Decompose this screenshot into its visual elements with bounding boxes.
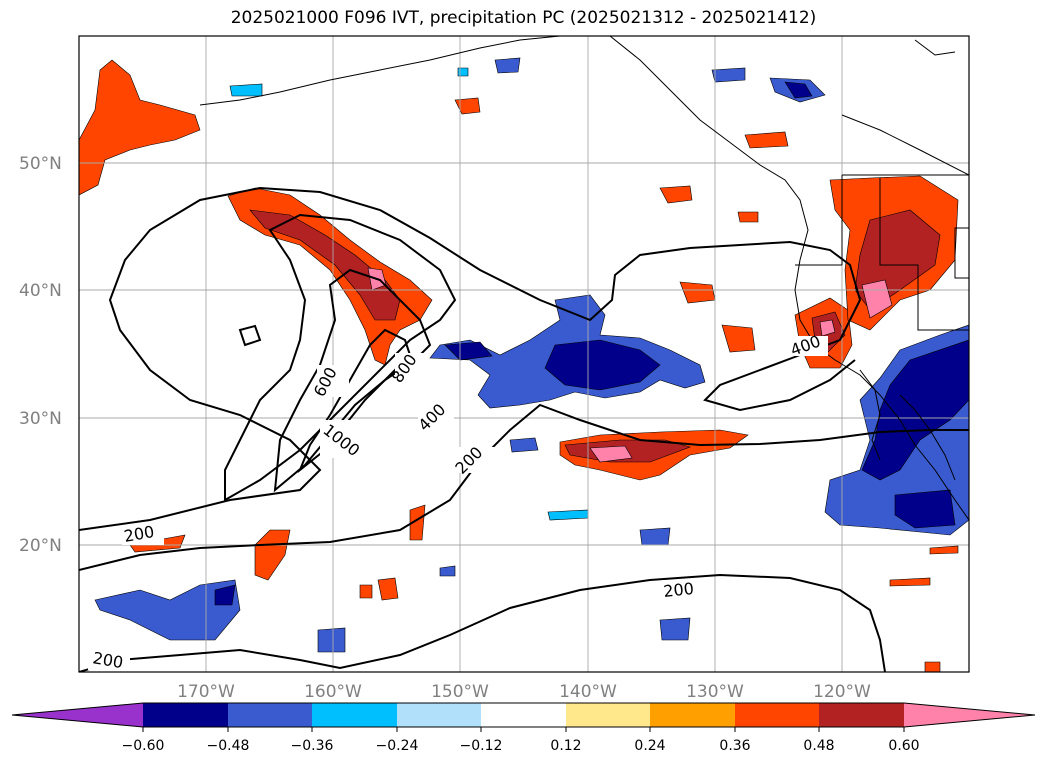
lat-label-50n: 50°N xyxy=(19,154,62,174)
colorbar-bin-7 xyxy=(650,703,735,727)
ivt-label-200-southwest: 200 xyxy=(91,648,124,672)
colorbar-label-neg060: −0.60 xyxy=(122,738,165,754)
colorbar-extend-max xyxy=(904,703,1035,727)
colorbar: −0.60 −0.48 −0.36 −0.24 −0.12 0.12 0.24 … xyxy=(11,702,1036,754)
colorbar-label-036: 0.36 xyxy=(719,738,750,754)
lat-label-30n: 30°N xyxy=(19,409,62,429)
colorbar-bin-9 xyxy=(819,703,904,727)
lat-label-20n: 20°N xyxy=(19,536,62,556)
latitude-labels: 50°N 40°N 30°N 20°N xyxy=(19,154,62,556)
colorbar-label-024: 0.24 xyxy=(634,738,665,754)
precip-negative-regions xyxy=(94,57,969,653)
colorbar-label-neg012: −0.12 xyxy=(460,738,503,754)
colorbar-bin-4 xyxy=(397,703,481,727)
precip-positive-regions xyxy=(79,59,959,672)
colorbar-bin-5 xyxy=(481,703,566,727)
colorbar-bin-6 xyxy=(566,703,650,727)
map-frame xyxy=(78,35,970,673)
colorbar-label-neg036: −0.36 xyxy=(291,738,334,754)
colorbar-bin-2 xyxy=(228,703,312,727)
colorbar-ticks xyxy=(142,727,905,732)
lon-label-120w: 120°W xyxy=(813,682,871,702)
colorbar-bin-3 xyxy=(312,703,397,727)
lon-label-150w: 150°W xyxy=(431,682,489,702)
colorbar-bin-1 xyxy=(143,703,228,727)
lon-label-170w: 170°W xyxy=(177,682,235,702)
colorbar-label-048: 0.48 xyxy=(803,738,834,754)
map-title: 2025021000 F096 IVT, precipitation PC (2… xyxy=(230,8,817,28)
ivt-label-200-south: 200 xyxy=(662,579,694,601)
ivt-contour-labels: 200 200 200 200 400 400 600 800 1000 xyxy=(88,331,828,672)
colorbar-label-neg048: −0.48 xyxy=(207,738,250,754)
colorbar-label-neg024: −0.24 xyxy=(376,738,419,754)
colorbar-extend-min xyxy=(12,703,143,727)
longitude-labels: 170°W 160°W 150°W 140°W 130°W 120°W xyxy=(177,682,871,702)
lon-label-160w: 160°W xyxy=(304,682,362,702)
colorbar-label-060: 0.60 xyxy=(888,738,919,754)
lat-label-40n: 40°N xyxy=(19,281,62,301)
colorbar-label-012: 0.12 xyxy=(550,738,581,754)
map-area: 200 200 200 200 400 400 600 800 1000 xyxy=(79,36,969,672)
colorbar-bin-8 xyxy=(735,703,819,727)
lon-label-130w: 130°W xyxy=(686,682,744,702)
lon-label-140w: 140°W xyxy=(559,682,617,702)
